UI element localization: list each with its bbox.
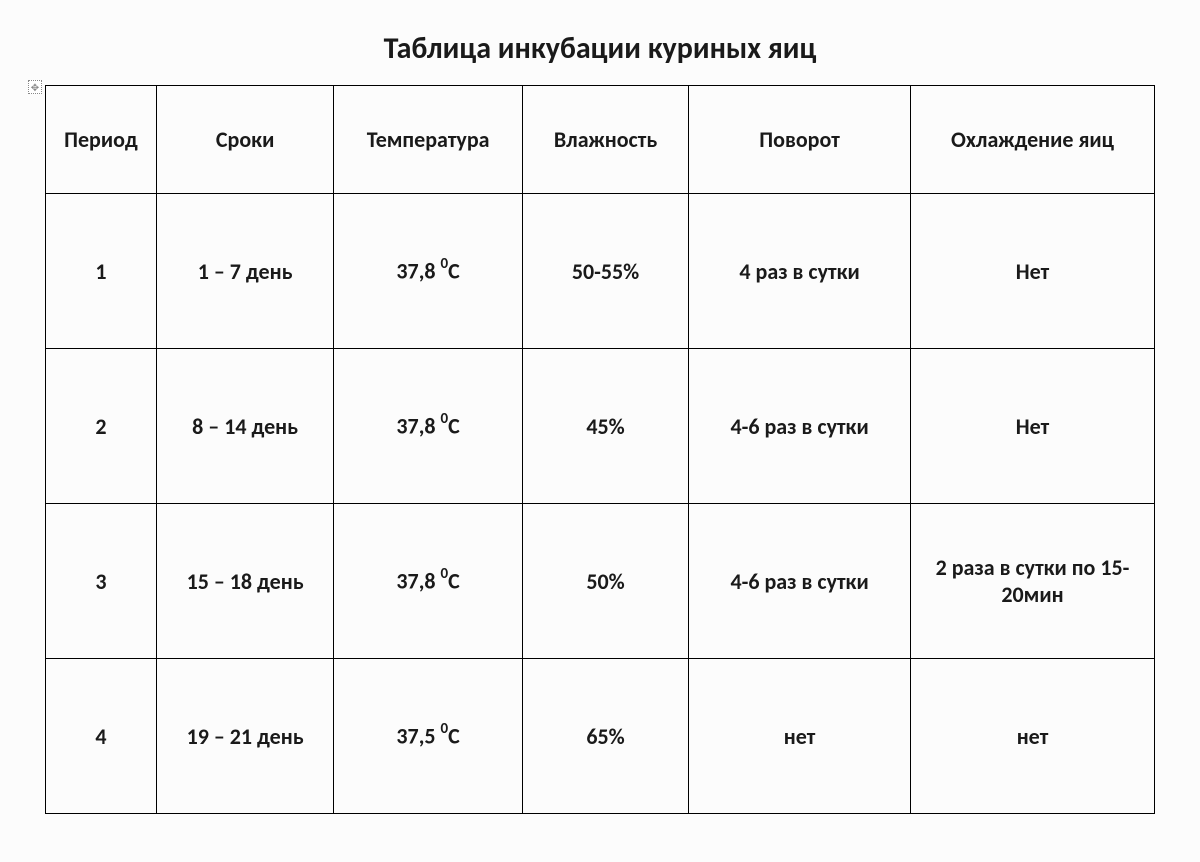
cell-humidity: 45% [522,349,688,504]
col-header-cooling: Охлаждение яиц [910,86,1154,194]
temp-c: С [448,723,460,750]
cell-cooling: Нет [910,349,1154,504]
temp-value: 37,8 [396,258,435,285]
col-header-temperature: Температура [334,86,523,194]
table-row: 2 8 – 14 день 37,8 0С 45% 4-6 раз в сутк… [46,349,1155,504]
cell-period: 4 [46,659,157,814]
cell-humidity: 65% [522,659,688,814]
temp-value: 37,8 [396,413,435,440]
temp-value: 37,5 [396,723,435,750]
cell-temperature: 37,8 0С [334,504,523,659]
cell-period: 1 [46,194,157,349]
page-title: Таблица инкубации куриных яиц [45,30,1155,67]
cell-period: 2 [46,349,157,504]
temp-value: 37,8 [396,568,435,595]
cell-temperature: 37,5 0С [334,659,523,814]
temp-sup: 0 [441,720,449,738]
table-header-row: Период Сроки Температура Влажность Повор… [46,86,1155,194]
temp-c: С [448,413,460,440]
col-header-timing: Сроки [156,86,333,194]
table-row: 4 19 – 21 день 37,5 0С 65% нет нет [46,659,1155,814]
table-row: 1 1 – 7 день 37,8 0С 50-55% 4 раз в сутк… [46,194,1155,349]
temp-sup: 0 [441,565,449,583]
cell-cooling: 2 раза в сутки по 15-20мин [910,504,1154,659]
cell-turning: 4-6 раз в сутки [689,349,911,504]
cell-temperature: 37,8 0С [334,194,523,349]
cell-humidity: 50-55% [522,194,688,349]
cell-timing: 1 – 7 день [156,194,333,349]
temp-sup: 0 [441,255,449,273]
col-header-turning: Поворот [689,86,911,194]
temp-sup: 0 [441,410,449,428]
incubation-table: Период Сроки Температура Влажность Повор… [45,85,1155,814]
cell-timing: 15 – 18 день [156,504,333,659]
cell-turning: 4 раз в сутки [689,194,911,349]
col-header-humidity: Влажность [522,86,688,194]
cell-timing: 19 – 21 день [156,659,333,814]
temp-c: С [448,258,460,285]
temp-c: С [448,568,460,595]
cell-humidity: 50% [522,504,688,659]
table-row: 3 15 – 18 день 37,8 0С 50% 4-6 раз в сут… [46,504,1155,659]
cell-cooling: нет [910,659,1154,814]
cell-period: 3 [46,504,157,659]
cell-turning: нет [689,659,911,814]
col-header-period: Период [46,86,157,194]
cell-turning: 4-6 раз в сутки [689,504,911,659]
table-anchor-icon: ✥ [28,80,42,94]
cell-cooling: Нет [910,194,1154,349]
cell-timing: 8 – 14 день [156,349,333,504]
cell-temperature: 37,8 0С [334,349,523,504]
